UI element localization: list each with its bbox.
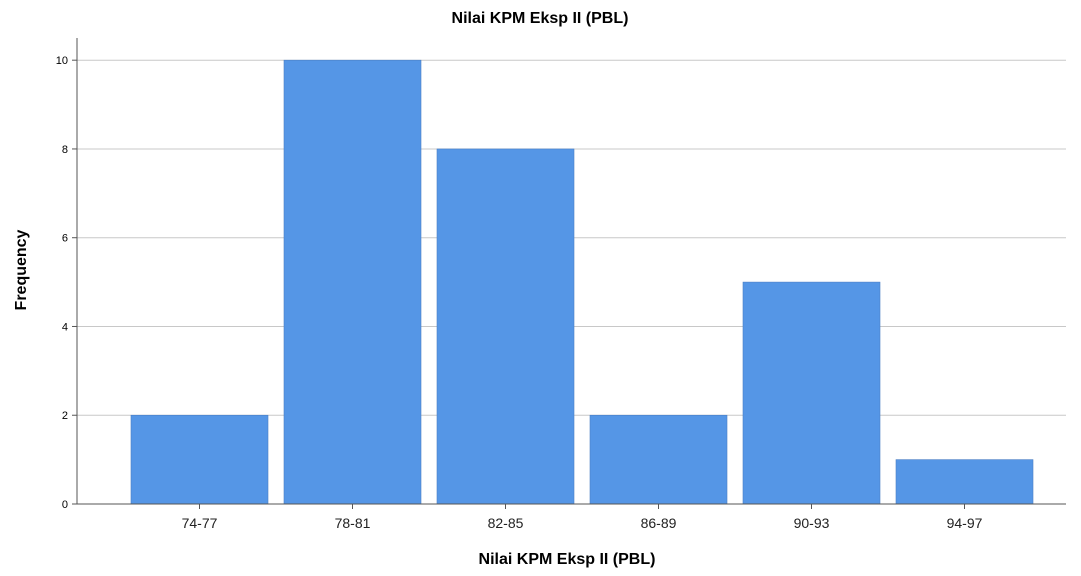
x-tick-label: 78-81 <box>335 515 371 531</box>
x-axis-label: Nilai KPM Eksp II (PBL) <box>479 551 656 568</box>
x-tick-label: 86-89 <box>641 515 677 531</box>
bar-82-85 <box>436 148 575 505</box>
y-axis-label: Frequency <box>13 229 30 310</box>
x-tick-label: 74-77 <box>182 515 218 531</box>
y-tick-label: 0 <box>62 499 68 511</box>
x-tick-label: 90-93 <box>794 515 830 531</box>
bar-94-97 <box>895 459 1034 505</box>
y-tick-label: 4 <box>62 321 68 333</box>
bar-78-81 <box>283 59 422 505</box>
bars <box>130 59 1034 505</box>
y-tick-label: 8 <box>62 144 68 156</box>
axes <box>76 38 1066 505</box>
x-ticks: 74-77 78-81 82-85 86-89 90-93 94-97 <box>182 504 983 531</box>
x-tick-label: 82-85 <box>488 515 524 531</box>
y-tick-label: 10 <box>56 55 68 67</box>
x-tick-label: 94-97 <box>947 515 983 531</box>
y-ticks: 0 2 4 6 8 10 <box>56 55 77 511</box>
bar-74-77 <box>130 414 269 505</box>
y-tick-label: 2 <box>62 410 68 422</box>
bar-90-93 <box>742 281 881 505</box>
bar-86-89 <box>589 414 728 505</box>
chart-title: Nilai KPM Eksp II (PBL) <box>452 10 629 27</box>
y-tick-label: 6 <box>62 233 68 245</box>
